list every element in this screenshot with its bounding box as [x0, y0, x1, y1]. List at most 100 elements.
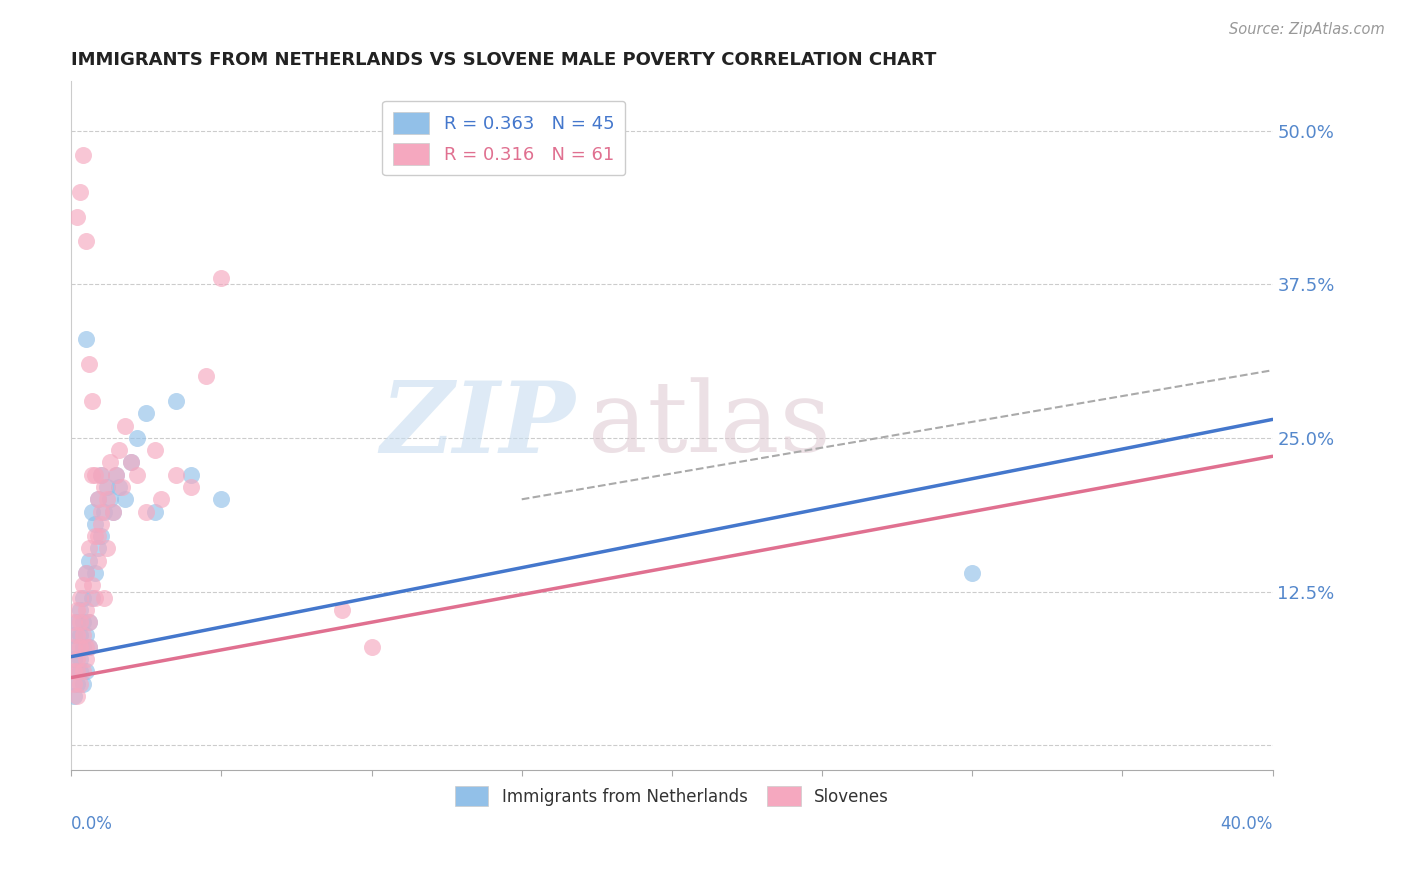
Point — [82, 578, 104, 592]
Point — [87, 529, 110, 543]
Point — [66, 640, 89, 654]
Text: Source: ZipAtlas.com: Source: ZipAtlas.com — [1229, 22, 1385, 37]
Point — [105, 467, 128, 482]
Point — [66, 665, 89, 679]
Point — [66, 665, 89, 679]
Point — [72, 627, 94, 641]
Point — [75, 665, 97, 679]
Point — [69, 615, 91, 630]
Point — [66, 603, 89, 617]
Point — [75, 566, 97, 580]
Point — [96, 541, 118, 556]
Point — [330, 603, 353, 617]
Point — [72, 591, 94, 605]
Point — [87, 541, 110, 556]
Point — [127, 431, 149, 445]
Point — [960, 566, 983, 580]
Point — [93, 480, 115, 494]
Point — [66, 689, 89, 703]
Point — [77, 640, 100, 654]
Point — [69, 640, 91, 654]
Text: atlas: atlas — [588, 377, 831, 474]
Text: 40.0%: 40.0% — [1220, 814, 1272, 832]
Point — [82, 591, 104, 605]
Point — [77, 357, 100, 371]
Point — [66, 210, 89, 224]
Point — [103, 505, 125, 519]
Point — [96, 480, 118, 494]
Point — [114, 418, 136, 433]
Point — [75, 234, 97, 248]
Point — [90, 516, 112, 531]
Text: IMMIGRANTS FROM NETHERLANDS VS SLOVENE MALE POVERTY CORRELATION CHART: IMMIGRANTS FROM NETHERLANDS VS SLOVENE M… — [72, 51, 936, 69]
Point — [63, 627, 86, 641]
Point — [150, 492, 173, 507]
Point — [77, 541, 100, 556]
Point — [108, 443, 131, 458]
Point — [87, 492, 110, 507]
Point — [87, 492, 110, 507]
Point — [66, 652, 89, 666]
Point — [209, 271, 232, 285]
Text: ZIP: ZIP — [381, 377, 576, 474]
Point — [63, 615, 86, 630]
Point — [195, 369, 218, 384]
Point — [120, 455, 142, 469]
Point — [72, 665, 94, 679]
Point — [90, 505, 112, 519]
Point — [75, 627, 97, 641]
Point — [209, 492, 232, 507]
Point — [114, 492, 136, 507]
Point — [82, 394, 104, 409]
Point — [98, 492, 121, 507]
Point — [77, 554, 100, 568]
Point — [111, 480, 134, 494]
Point — [63, 640, 86, 654]
Point — [72, 615, 94, 630]
Point — [84, 467, 107, 482]
Point — [72, 676, 94, 690]
Point — [69, 627, 91, 641]
Point — [84, 529, 107, 543]
Point — [66, 615, 89, 630]
Point — [180, 480, 202, 494]
Point — [135, 406, 157, 420]
Point — [75, 333, 97, 347]
Point — [69, 676, 91, 690]
Point — [77, 640, 100, 654]
Point — [165, 467, 187, 482]
Point — [87, 554, 110, 568]
Point — [180, 467, 202, 482]
Point — [165, 394, 187, 409]
Point — [72, 578, 94, 592]
Point — [143, 443, 166, 458]
Point — [96, 492, 118, 507]
Point — [90, 529, 112, 543]
Point — [69, 652, 91, 666]
Point — [360, 640, 382, 654]
Point — [82, 505, 104, 519]
Point — [98, 455, 121, 469]
Point — [93, 591, 115, 605]
Point — [84, 566, 107, 580]
Point — [127, 467, 149, 482]
Point — [77, 615, 100, 630]
Point — [90, 467, 112, 482]
Point — [93, 505, 115, 519]
Point — [72, 148, 94, 162]
Point — [69, 665, 91, 679]
Legend: Immigrants from Netherlands, Slovenes: Immigrants from Netherlands, Slovenes — [449, 780, 896, 813]
Text: 0.0%: 0.0% — [72, 814, 112, 832]
Point — [143, 505, 166, 519]
Point — [69, 603, 91, 617]
Point — [105, 467, 128, 482]
Point — [108, 480, 131, 494]
Point — [82, 467, 104, 482]
Point — [84, 516, 107, 531]
Point — [66, 676, 89, 690]
Point — [63, 652, 86, 666]
Point — [120, 455, 142, 469]
Point — [103, 505, 125, 519]
Point — [75, 640, 97, 654]
Point — [75, 603, 97, 617]
